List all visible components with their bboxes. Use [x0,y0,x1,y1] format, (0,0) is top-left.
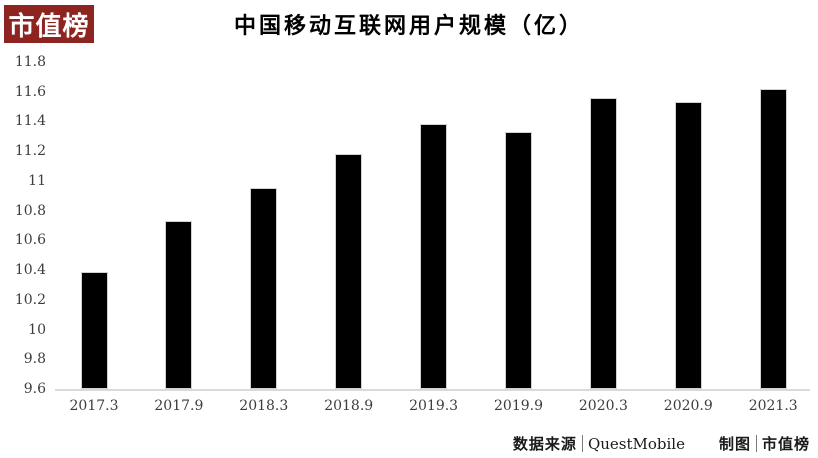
bar [759,88,787,389]
x-axis-tick-label: 2018.9 [324,398,374,414]
y-axis-tick-label: 11.4 [14,113,46,130]
x-axis-tick-label: 2020.3 [578,398,628,414]
x-axis-tick-label: 2021.3 [748,398,798,414]
data-source-label: 数据来源 [512,437,577,453]
separator-bar [581,435,583,452]
credit-label: 制图 [718,437,751,453]
bar [505,131,532,389]
bar [165,221,193,389]
y-axis-tick-label: 11 [28,172,46,189]
x-axis-tick-label: 2019.9 [494,398,543,414]
footer-credits: 数据来源 QuestMobile 制图 市值榜 [513,433,810,454]
x-axis-tick-label: 2019.3 [409,398,459,414]
bar [250,188,278,389]
data-source-value: QuestMobile [587,434,685,453]
x-axis-tick-label: 2018.3 [239,398,289,414]
separator-bar [755,435,757,452]
y-axis-tick-label: 10.4 [14,262,46,279]
credit-value: 市值榜 [761,437,810,453]
chart-title: 中国移动互联网用户规模（亿） [233,13,584,38]
y-axis-tick-label: 10 [28,321,46,338]
site-logo-text: 市值榜 [8,11,90,41]
x-axis-tick-label: 2020.9 [663,398,713,414]
y-axis-tick-label: 11.2 [14,143,46,160]
bar [420,124,448,389]
y-axis-tick-label: 10.6 [14,232,46,249]
y-axis-tick-label: 10.8 [14,202,46,219]
y-axis-tick-label: 11.8 [14,54,46,70]
x-axis-line [55,389,810,391]
y-axis-tick-label: 9.8 [23,351,46,368]
y-axis-tick-label: 9.6 [23,381,46,397]
bar [335,154,363,389]
x-axis-tick-label: 2017.9 [154,398,204,414]
y-axis-tick-label: 11.6 [14,83,46,100]
y-axis-tick-label: 10.2 [14,291,46,308]
x-axis-tick-label: 2017.3 [69,398,119,414]
bar [674,102,702,389]
bar [589,97,617,389]
bar [80,271,108,389]
site-logo: 市值榜 [4,5,94,43]
